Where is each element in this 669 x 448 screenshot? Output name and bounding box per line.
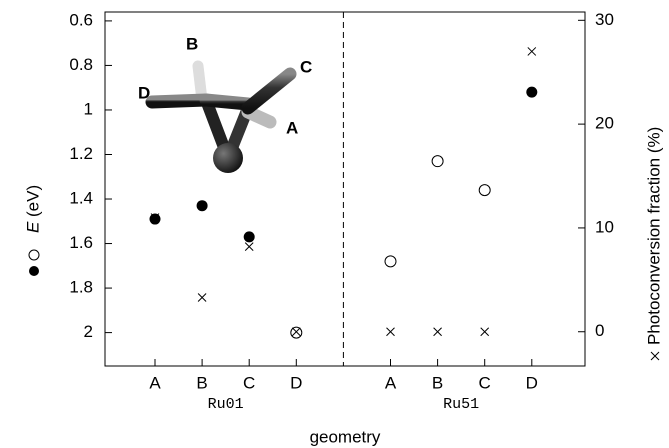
x-tick-label: D	[526, 373, 538, 392]
y2-tick-label: 20	[595, 114, 614, 133]
point	[528, 47, 536, 55]
inset-label: D	[138, 83, 150, 102]
point	[197, 200, 208, 211]
point	[387, 328, 395, 336]
point	[150, 214, 161, 225]
x-tick-label: A	[385, 373, 397, 392]
y2-tick-label: 0	[595, 321, 604, 340]
point	[292, 328, 300, 336]
group-label: Ru01	[208, 396, 244, 413]
y-tick-label: 2	[84, 322, 93, 341]
y-tick-label: 0.8	[69, 55, 93, 74]
point	[434, 328, 442, 336]
molecule-inset	[152, 66, 290, 173]
point	[198, 293, 206, 301]
x-axis-label: geometry	[310, 427, 381, 446]
inset-label: B	[186, 34, 198, 53]
legend-marker	[29, 266, 39, 276]
x-tick-label: B	[432, 373, 443, 392]
inset-label: A	[286, 118, 298, 137]
y-axis-label: (eV)	[23, 185, 42, 217]
chart: A B C D geometry E (eV) Photoconversion …	[0, 0, 669, 448]
x-tick-label: C	[243, 373, 255, 392]
point	[385, 256, 396, 267]
y-tick-label: 1.4	[69, 189, 93, 208]
point	[526, 87, 537, 98]
point	[291, 327, 302, 338]
legend-marker	[29, 250, 39, 260]
y-tick-label: 1	[84, 99, 93, 118]
x-tick-label: C	[479, 373, 491, 392]
y-axis-label: E	[23, 221, 42, 233]
plot-frame	[105, 12, 585, 366]
y-tick-label: 1.2	[69, 144, 93, 163]
y-tick-label: 1.6	[69, 233, 93, 252]
y2-tick-label: 10	[595, 217, 614, 236]
x-tick-label: A	[149, 373, 161, 392]
y2-tick-label: 30	[595, 10, 614, 29]
point	[244, 231, 255, 242]
point	[479, 185, 490, 196]
point	[432, 156, 443, 167]
x-tick-label: D	[290, 373, 302, 392]
y2-axis-label: Photoconversion fraction (%)	[644, 127, 663, 345]
y-tick-label: 1.8	[69, 278, 93, 297]
group-label: Ru51	[443, 396, 479, 413]
y-tick-label: 0.6	[69, 10, 93, 29]
x-tick-label: B	[196, 373, 207, 392]
legend-marker	[651, 352, 659, 360]
inset-label: C	[300, 57, 312, 76]
point	[481, 328, 489, 336]
point	[245, 243, 253, 251]
